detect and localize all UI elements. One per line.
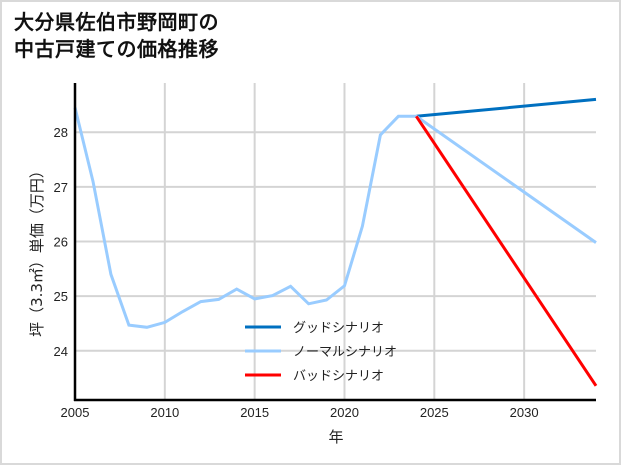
series-line (415, 115, 598, 387)
y-tick-label: 25 (54, 289, 68, 304)
chart-title-line-2: 中古戸建ての価格推移 (14, 37, 219, 61)
x-tick-label: 2020 (330, 405, 359, 420)
tick-labels: 2005 2010 2015 2020 2025 2030 24 25 26 27 28 (54, 125, 539, 420)
chart-title: 大分県佐伯市野岡町の 中古戸建ての価格推移 (14, 9, 219, 63)
legend-label: ノーマルシナリオ (293, 345, 397, 360)
x-tick-label: 2010 (150, 405, 179, 420)
series-lines (73, 97, 598, 387)
series-line (73, 107, 597, 329)
chart-title-line-1: 大分県佐伯市野岡町の (14, 10, 219, 34)
y-tick-label: 28 (54, 125, 68, 140)
y-tick-label: 26 (54, 235, 68, 250)
x-tick-label: 2025 (420, 405, 449, 420)
x-tick-label: 2015 (240, 405, 269, 420)
x-tick-label: 2030 (510, 405, 539, 420)
series-line (416, 97, 597, 118)
y-tick-label: 24 (54, 344, 68, 359)
axes (73, 83, 596, 402)
legend-label: グッドシナリオ (293, 321, 384, 336)
x-axis-label: 年 (328, 428, 343, 446)
x-tick-label: 2005 (61, 405, 90, 420)
legend-label: バッドシナリオ (293, 369, 384, 384)
y-tick-label: 27 (54, 180, 68, 195)
y-axis-label: 坪（3.3㎡）単価（万円） (28, 163, 46, 337)
